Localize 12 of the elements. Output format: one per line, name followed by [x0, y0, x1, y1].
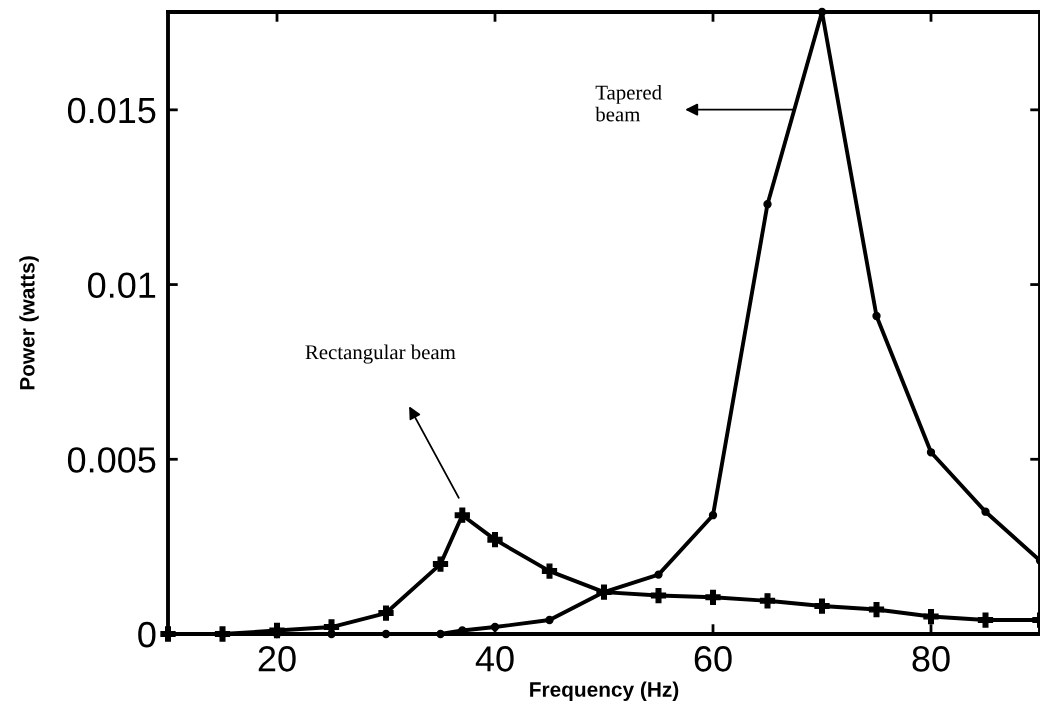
y-tick-label: 0.01 — [88, 272, 156, 298]
y-tick-label: 0.005 — [67, 447, 156, 473]
y-tick-label: 0.015 — [67, 97, 156, 124]
annotation: Rectangular beam — [305, 344, 456, 364]
x-tick-label: 20 — [258, 646, 296, 672]
annotation: Tapered beam — [595, 84, 662, 122]
x-tick-label: 60 — [694, 646, 732, 672]
x-tick-label: 80 — [912, 646, 950, 672]
x-tick-label: 40 — [475, 646, 514, 672]
x-axis-title: Frequency (Hz) — [530, 681, 679, 701]
y-axis-title: Power (watts) — [19, 256, 39, 390]
y-tick-label: 0 — [138, 621, 156, 648]
